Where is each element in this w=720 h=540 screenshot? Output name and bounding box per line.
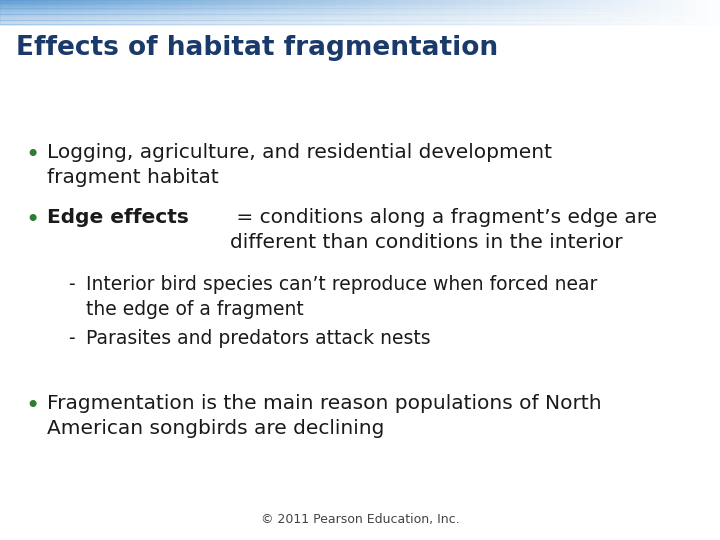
Bar: [348, 0, 360, 24]
Bar: [120, 0, 132, 24]
Bar: [0, 12, 720, 14]
Bar: [312, 0, 324, 24]
Bar: [0, 14, 720, 15]
Bar: [264, 0, 276, 24]
Bar: [0, 17, 720, 18]
Bar: [84, 0, 96, 24]
Bar: [48, 0, 60, 24]
Bar: [624, 0, 636, 24]
Text: -: -: [68, 329, 75, 348]
Bar: [516, 0, 528, 24]
Bar: [0, 9, 720, 10]
Bar: [96, 0, 108, 24]
Bar: [696, 0, 708, 24]
Bar: [708, 0, 720, 24]
Bar: [0, 22, 720, 23]
Bar: [24, 0, 36, 24]
Bar: [648, 0, 660, 24]
Bar: [0, 21, 720, 22]
Bar: [552, 0, 564, 24]
Bar: [0, 6, 720, 8]
Bar: [588, 0, 600, 24]
Text: Interior bird species can’t reproduce when forced near
the edge of a fragment: Interior bird species can’t reproduce wh…: [86, 275, 598, 319]
Bar: [396, 0, 408, 24]
Bar: [408, 0, 420, 24]
Bar: [504, 0, 516, 24]
Text: •: •: [25, 208, 40, 232]
Bar: [132, 0, 144, 24]
Bar: [168, 0, 180, 24]
Bar: [144, 0, 156, 24]
Bar: [0, 4, 720, 5]
Bar: [372, 0, 384, 24]
Bar: [528, 0, 540, 24]
Bar: [468, 0, 480, 24]
Text: = conditions along a fragment’s edge are
different than conditions in the interi: = conditions along a fragment’s edge are…: [230, 208, 657, 252]
Bar: [252, 0, 264, 24]
Bar: [0, 15, 720, 16]
Bar: [192, 0, 204, 24]
Text: •: •: [25, 394, 40, 418]
Bar: [0, 0, 12, 24]
Bar: [276, 0, 288, 24]
Bar: [108, 0, 120, 24]
Bar: [0, 10, 720, 11]
Bar: [0, 11, 720, 12]
Bar: [384, 0, 396, 24]
Bar: [0, 7, 720, 9]
Bar: [576, 0, 588, 24]
Bar: [216, 0, 228, 24]
Bar: [540, 0, 552, 24]
Bar: [300, 0, 312, 24]
Bar: [636, 0, 648, 24]
Text: •: •: [25, 143, 40, 167]
Bar: [600, 0, 612, 24]
Bar: [156, 0, 168, 24]
Text: Effects of habitat fragmentation: Effects of habitat fragmentation: [16, 35, 498, 61]
Text: Edge effects: Edge effects: [47, 208, 189, 227]
Bar: [564, 0, 576, 24]
Bar: [336, 0, 348, 24]
Bar: [0, 23, 720, 24]
Bar: [72, 0, 84, 24]
Bar: [672, 0, 684, 24]
Text: Fragmentation is the main reason populations of North
American songbirds are dec: Fragmentation is the main reason populat…: [47, 394, 601, 438]
Bar: [432, 0, 444, 24]
Bar: [0, 18, 720, 19]
Bar: [0, 0, 720, 1]
Text: Parasites and predators attack nests: Parasites and predators attack nests: [86, 329, 431, 348]
Bar: [684, 0, 696, 24]
Bar: [612, 0, 624, 24]
Bar: [456, 0, 468, 24]
Bar: [360, 0, 372, 24]
Bar: [0, 19, 720, 21]
Bar: [12, 0, 24, 24]
Bar: [0, 1, 720, 3]
Bar: [492, 0, 504, 24]
Bar: [180, 0, 192, 24]
Bar: [444, 0, 456, 24]
Bar: [0, 16, 720, 17]
Bar: [60, 0, 72, 24]
Bar: [240, 0, 252, 24]
Bar: [660, 0, 672, 24]
Bar: [420, 0, 432, 24]
Bar: [204, 0, 216, 24]
Bar: [36, 0, 48, 24]
Bar: [288, 0, 300, 24]
Text: Logging, agriculture, and residential development
fragment habitat: Logging, agriculture, and residential de…: [47, 143, 552, 187]
Bar: [228, 0, 240, 24]
Text: -: -: [68, 275, 75, 294]
Bar: [324, 0, 336, 24]
Bar: [480, 0, 492, 24]
Bar: [0, 2, 720, 4]
Bar: [0, 5, 720, 6]
Text: © 2011 Pearson Education, Inc.: © 2011 Pearson Education, Inc.: [261, 514, 459, 526]
